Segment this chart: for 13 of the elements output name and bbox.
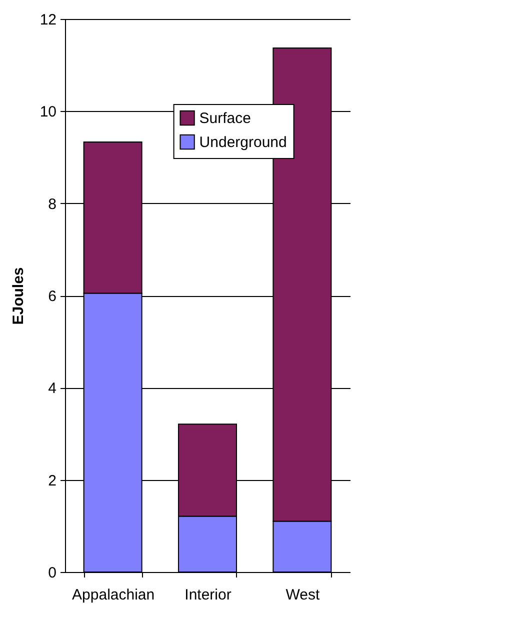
legend-label: Underground [199, 134, 287, 151]
y-tick-label: 4 [48, 380, 56, 398]
y-tick-label: 6 [48, 288, 56, 305]
x-tick-label: Appalachian [72, 586, 155, 604]
y-tick-label: 10 [40, 104, 56, 121]
y-axis-title: EJoules [10, 267, 27, 325]
legend-label: Surface [199, 110, 252, 127]
y-tick-label: 0 [48, 564, 56, 582]
x-tick-label: West [286, 586, 320, 604]
y-tick-label: 8 [48, 196, 56, 213]
y-tick-label: 2 [48, 472, 56, 490]
x-tick-label: Interior [184, 586, 232, 604]
y-tick-label: 12 [40, 12, 56, 28]
